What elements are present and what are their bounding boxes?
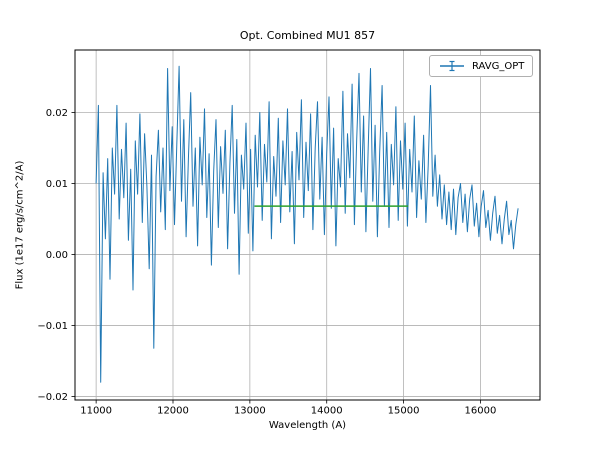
y-tick-label: −0.02 (37, 392, 68, 403)
y-tick-label: 0.02 (46, 108, 68, 119)
x-axis-label: Wavelength (A) (268, 420, 347, 431)
x-tick-label: 16000 (465, 405, 497, 416)
y-axis-label: Flux (1e17 erg/s/cm^2/A) (14, 160, 26, 290)
x-tick-label: 14000 (311, 405, 343, 416)
legend: RAVG_OPT (429, 55, 534, 77)
y-tick-label: 0.01 (46, 179, 68, 190)
legend-label: RAVG_OPT (472, 60, 525, 72)
x-tick-label: 15000 (388, 405, 420, 416)
y-tick-label: −0.01 (37, 321, 68, 332)
spectrum-line (95, 65, 519, 383)
chart-title: Opt. Combined MU1 857 (239, 29, 376, 42)
y-tick-label: 0.00 (46, 250, 68, 261)
errorbar-marker-icon (440, 60, 464, 72)
x-tick-label: 12000 (157, 405, 189, 416)
x-tick-label: 13000 (234, 405, 266, 416)
axes-frame (74, 49, 541, 401)
x-tick-label: 11000 (80, 405, 112, 416)
